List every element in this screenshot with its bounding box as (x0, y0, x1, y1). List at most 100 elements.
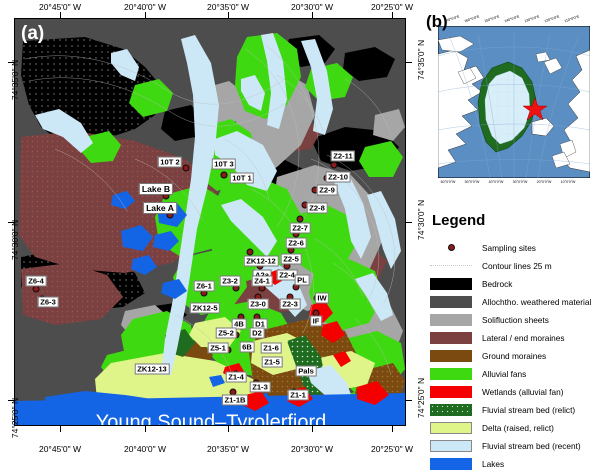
sampling-site-label: Z5-2 (215, 327, 237, 339)
legend-item-label: Delta (raised, relict) (482, 422, 554, 433)
inset-lon-label-bottom: 30°0'0"W (512, 180, 528, 184)
sampling-site-label: Z6-4 (25, 275, 47, 287)
lon-tick-label-3: 20°35'0" W (206, 2, 250, 12)
main-map-panel: (a) Young Sound–Tyrolerfjord 0 0.5 1 2 3… (14, 18, 406, 426)
sampling-site-label: D2 (249, 327, 265, 339)
sampling-site-label: 6B (239, 341, 255, 353)
sampling-site-label: Z6-1 (193, 280, 215, 292)
sampling-site-label: Z1-6 (260, 342, 282, 354)
sampling-site-label: Z2-10 (325, 171, 351, 183)
legend-item-label: Lateral / end moraines (482, 332, 565, 343)
sampling-site-marker[interactable] (182, 164, 190, 172)
sampling-site-label: Z2-3 (279, 298, 301, 310)
lat-tick-label-r3: 74°25'0" N (416, 377, 426, 418)
sampling-site-label: Z1-1 (287, 389, 309, 401)
sampling-site-label: IF (310, 315, 322, 327)
sampling-site-label: Z2-9 (316, 184, 338, 196)
panel-a-label: (a) (21, 23, 45, 44)
sampling-site-label: Z1-3 (249, 381, 271, 393)
legend-item: Alluvial fans (430, 365, 598, 382)
legend-color-swatch (430, 295, 472, 308)
panel-b-label: (b) (426, 12, 448, 31)
lon-tick-label-1: 20°45'0" W (38, 2, 82, 12)
sampling-site-label: ZK12-12 (243, 255, 279, 267)
geological-map-graphic (15, 19, 405, 425)
sampling-site-label: Z2-5 (280, 253, 302, 265)
legend-item: Solifluction sheets (430, 311, 598, 328)
lon-tick-label-2: 20°40'0" W (123, 2, 167, 12)
sampling-site-marker[interactable] (220, 171, 228, 179)
sampling-site-marker[interactable] (246, 248, 254, 256)
legend-color-swatch (430, 367, 472, 380)
legend-item-label: Sampling sites (482, 242, 536, 253)
legend-item: Bedrock (430, 275, 598, 292)
legend-item-label: Lakes (482, 458, 505, 469)
legend-item-label: Alluvial fans (482, 368, 527, 379)
legend-color-swatch (430, 403, 472, 416)
legend-item: Delta (raised, relict) (430, 419, 598, 436)
sampling-site-label: Z2-6 (285, 237, 307, 249)
lat-tick-label-r2: 74°30'0" N (416, 199, 426, 240)
sampling-site-label: Z2-7 (289, 222, 311, 234)
legend-item-label: Fluvial stream bed (recent) (482, 440, 581, 451)
sampling-site-label: Z3-2 (219, 275, 241, 287)
sampling-site-label: Lake B (138, 183, 174, 195)
lon-tick-label-5: 20°25'0" W (370, 2, 414, 12)
sampling-site-marker[interactable] (32, 285, 40, 293)
sampling-site-marker[interactable] (330, 161, 338, 169)
legend-item: Contour lines 25 m (430, 257, 598, 274)
legend-item: Fluvial stream bed (recent) (430, 437, 598, 454)
inset-map-panel: (b) (424, 12, 592, 190)
sampling-site-label: IW (314, 292, 330, 304)
lon-tick-label-b3: 20°35'0" W (206, 444, 250, 454)
lat-tick-label-l3: 74°25'0" N (10, 397, 20, 439)
sampling-site-label: Pals (295, 365, 317, 377)
sampling-site-label: Z6-3 (37, 296, 59, 308)
sampling-site-label: PL (294, 274, 310, 286)
lat-tick-label-l2: 74°30'0" N (10, 219, 20, 261)
inset-lon-label-top: 120°0'0"E (543, 14, 561, 24)
legend-color-swatch (430, 277, 472, 290)
sampling-site-label: Z5-1 (207, 342, 229, 354)
legend-color-swatch (430, 313, 472, 326)
legend-color-swatch (430, 331, 472, 344)
legend-item-label: Wetlands (alluvial fan) (482, 386, 564, 397)
legend-item: Allochtho. weathered material (430, 293, 598, 310)
lon-tick-label-b1: 20°45'0" W (38, 444, 82, 454)
sampling-site-label: 10T 3 (211, 158, 237, 170)
inset-lon-label-top: 160°0'0"E (463, 14, 481, 24)
inset-lon-label-bottom: 60°0'0"W (440, 180, 456, 184)
inset-lon-label-bottom: 40°0'0"W (488, 180, 504, 184)
legend-item: Lateral / end moraines (430, 329, 598, 346)
greenland-inset-graphic (438, 26, 590, 178)
legend-item-label: Bedrock (482, 278, 513, 289)
legend-item-label: Ground moraines (482, 350, 547, 361)
legend-item-label: Allochtho. weathered material (482, 296, 592, 307)
legend-item: Wetlands (alluvial fan) (430, 383, 598, 400)
study-area-star-icon (522, 97, 548, 121)
sampling-site-label: ZK12-5 (189, 302, 221, 314)
lon-tick-label-b5: 20°25'0" W (370, 444, 414, 454)
legend-item: Fluvial stream bed (relict) (430, 401, 598, 418)
legend-color-swatch (430, 457, 472, 470)
lon-tick-label-4: 20°30'0" W (290, 2, 334, 12)
legend-item: Ground moraines (430, 347, 598, 364)
lon-tick-label-b4: 20°30'0" W (290, 444, 334, 454)
legend-item: Lakes (430, 455, 598, 472)
sampling-site-label: Z1-1B (221, 394, 249, 406)
inset-lon-label-bottom: 10°0'0"W (560, 180, 576, 184)
legend-item-label: Fluvial stream bed (relict) (482, 404, 576, 415)
sampling-site-label: 4B (231, 318, 247, 330)
legend-panel: Legend Sampling sites Contour lines 25 m B… (430, 212, 598, 473)
sampling-site-label: Z3-0 (247, 298, 269, 310)
legend-rows: Sampling sites Contour lines 25 m Bedrock A… (430, 239, 598, 472)
legend-color-swatch (430, 439, 472, 452)
fjord-title: Young Sound–Tyrolerfjord (95, 411, 327, 426)
inset-lon-label-top: 110°0'0"E (563, 14, 580, 24)
sampling-site-label: Z1-4 (225, 371, 247, 383)
sampling-site-marker[interactable] (296, 215, 304, 223)
sampling-site-label: Z1-5 (261, 356, 283, 368)
legend-color-swatch (430, 385, 472, 398)
legend-color-swatch (430, 349, 472, 362)
sampling-site-icon (430, 244, 472, 251)
